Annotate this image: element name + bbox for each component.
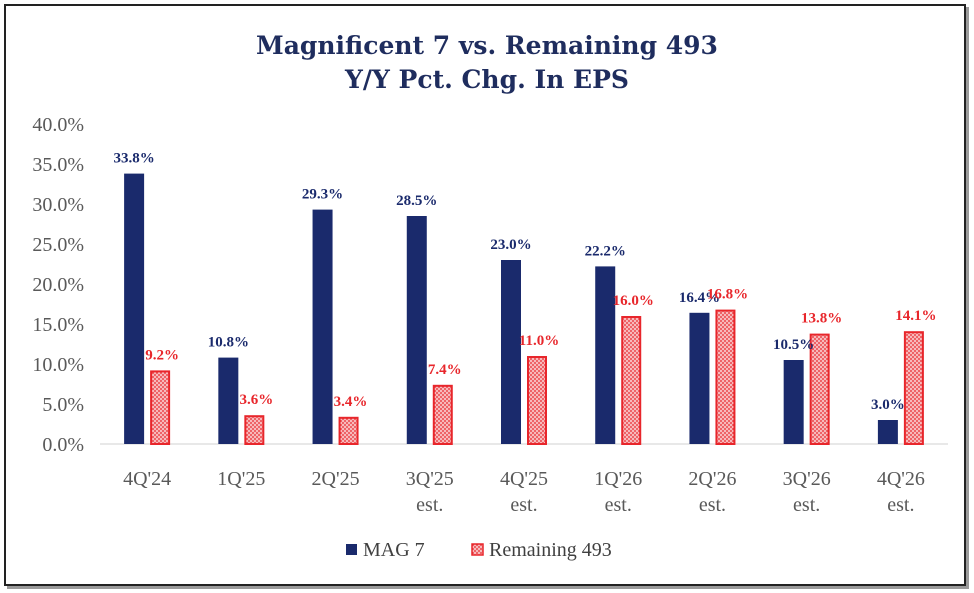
- y-tick-label: 25.0%: [32, 234, 84, 256]
- y-tick-label: 20.0%: [32, 274, 84, 296]
- data-label-remaining-493: 16.8%: [707, 287, 748, 303]
- legend-label-mag7: MAG 7: [363, 539, 425, 561]
- data-label-mag7: 3.0%: [871, 397, 905, 413]
- x-tick-label: est.: [793, 494, 820, 516]
- bar-mag7: [312, 209, 333, 444]
- data-label-remaining-493: 9.2%: [145, 347, 179, 363]
- x-tick-label: est.: [510, 494, 537, 516]
- data-label-remaining-493: 11.0%: [519, 333, 559, 349]
- data-label-mag7: 28.5%: [396, 193, 437, 209]
- chart-subtitle: Y/Y Pct. Chg. In EPS: [344, 65, 629, 94]
- chart-frame: [4, 4, 966, 586]
- x-tick-label: est.: [416, 494, 443, 516]
- legend-label-remaining-493: Remaining 493: [489, 539, 612, 561]
- x-tick-label: est.: [699, 494, 726, 516]
- x-tick-label: 3Q'25: [406, 468, 454, 490]
- x-tick-label: 1Q'25: [217, 468, 265, 490]
- x-tick-label: 4Q'25: [500, 468, 548, 490]
- bar-mag7: [124, 173, 145, 444]
- bar-mag7: [406, 216, 427, 444]
- x-axis: 4Q'24 1Q'25 2Q'25 3Q'25 est. 4Q'25 est. 1Q'26 es…: [123, 468, 925, 516]
- data-label-remaining-493: 3.4%: [334, 394, 368, 410]
- data-label-mag7: 23.0%: [490, 237, 531, 253]
- data-label-remaining-493: 7.4%: [428, 362, 462, 378]
- data-label-mag7: 22.2%: [585, 243, 626, 259]
- legend-swatch-mag7: [346, 544, 357, 555]
- y-tick-label: 10.0%: [32, 354, 84, 376]
- x-tick-label: est.: [887, 494, 914, 516]
- bar-remaining-493: [715, 309, 736, 445]
- data-label-remaining-493: 3.6%: [239, 392, 273, 408]
- x-tick-label: 2Q'26: [688, 468, 736, 490]
- x-tick-label: 4Q'24: [123, 468, 171, 490]
- bar-mag7: [689, 312, 710, 444]
- chart-title: Magnificent 7 vs. Remaining 493: [256, 31, 718, 60]
- bar-group: 33.8% 9.2% 10.8% 3.6% 29.3% 3.4% 28.5% 7.4% 23.0…: [113, 151, 937, 446]
- data-label-mag7: 33.8%: [113, 151, 154, 167]
- bar-remaining-493: [903, 331, 924, 446]
- bar-remaining-493: [621, 316, 642, 445]
- x-tick-label: est.: [605, 494, 632, 516]
- y-tick-label: 0.0%: [42, 434, 84, 456]
- legend: MAG 7 Remaining 493: [346, 539, 612, 561]
- data-label-mag7: 16.4%: [679, 290, 720, 306]
- bar-mag7: [595, 266, 616, 444]
- bar-mag7: [877, 420, 898, 444]
- bar-remaining-493: [527, 356, 547, 445]
- y-tick-label: 35.0%: [32, 154, 84, 176]
- legend-swatch-remaining-493: [471, 543, 484, 556]
- bar-mag7: [218, 357, 239, 444]
- x-tick-label: 2Q'25: [312, 468, 360, 490]
- data-label-remaining-493: 13.8%: [801, 311, 842, 327]
- y-tick-label: 5.0%: [42, 394, 84, 416]
- y-tick-label: 40.0%: [32, 114, 84, 136]
- x-tick-label: 4Q'26: [877, 468, 925, 490]
- x-tick-label: 3Q'26: [783, 468, 831, 490]
- data-label-mag7: 29.3%: [302, 187, 343, 203]
- y-axis: 0.0% 5.0% 10.0% 15.0% 20.0% 25.0% 30.0% 35.0% 40…: [32, 114, 84, 456]
- bar-mag7: [783, 360, 804, 444]
- bar-remaining-493: [244, 415, 265, 446]
- data-label-mag7: 10.5%: [773, 337, 814, 353]
- y-tick-label: 15.0%: [32, 314, 84, 336]
- x-tick-label: 1Q'26: [594, 468, 642, 490]
- bar-remaining-493: [809, 333, 830, 446]
- bar-mag7: [501, 260, 521, 444]
- bar-remaining-493: [432, 384, 453, 445]
- data-label-remaining-493: 14.1%: [895, 308, 936, 324]
- data-label-remaining-493: 16.0%: [613, 293, 654, 309]
- bar-remaining-493: [150, 370, 171, 445]
- y-tick-label: 30.0%: [32, 194, 84, 216]
- bar-remaining-493: [338, 416, 359, 445]
- data-label-mag7: 10.8%: [208, 335, 249, 351]
